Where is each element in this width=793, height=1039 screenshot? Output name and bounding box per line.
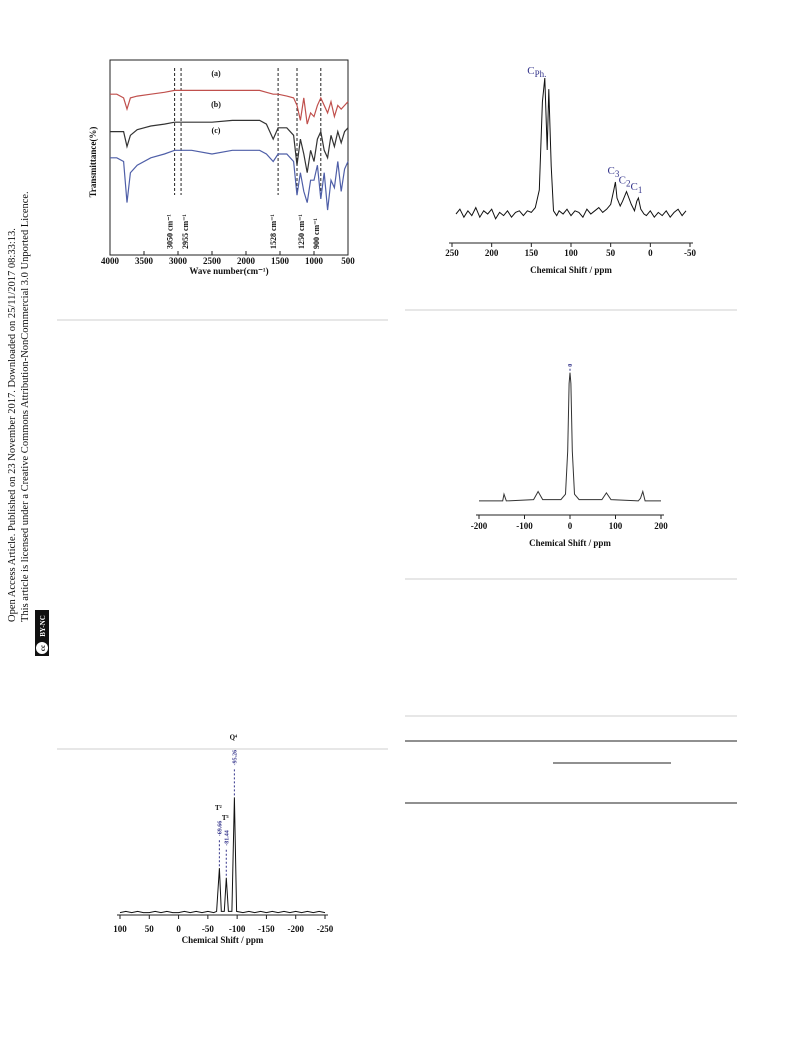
x-tick-label: 0 [176, 924, 181, 934]
series-label: (c) [212, 126, 221, 135]
peak-label: Q⁴ [230, 733, 238, 741]
peak-shift: -69.66 [217, 821, 223, 837]
x-tick-label: -200 [287, 924, 304, 934]
peak-shift: 0 [568, 364, 574, 367]
peak-label: C3 [608, 165, 620, 179]
x-tick-label: 100 [609, 521, 623, 531]
peak-label: T³ [222, 814, 229, 822]
sidebar-text: This article is licensed under a Creativ… [20, 191, 31, 622]
x-tick-label: -150 [258, 924, 275, 934]
peak-label-sub: Ph. [535, 69, 547, 79]
x-tick-label: 3000 [169, 256, 188, 266]
x-tick-label: 250 [445, 248, 459, 258]
x-tick-label: 200 [654, 521, 668, 531]
x-tick-label: -100 [516, 521, 533, 531]
peak-label-sub: 1 [638, 185, 643, 195]
x-tick-label: -200 [471, 521, 488, 531]
x-axis-label: Chemical Shift / ppm [182, 935, 264, 945]
x-tick-label: 200 [485, 248, 499, 258]
series-label: (a) [211, 69, 221, 78]
peak-label-main: C [608, 165, 615, 177]
spectrum-line [479, 372, 661, 502]
badge-text: BY-NC [39, 615, 47, 637]
peak-label-sub: 3 [615, 169, 620, 179]
peak-label: C1 [631, 181, 643, 195]
x-tick-label: -50 [684, 248, 696, 258]
annotation-label: 2955 cm⁻¹ [181, 214, 190, 249]
x-tick-label: 100 [113, 924, 127, 934]
peak-label-main: C [619, 175, 626, 187]
sidebar-line: This article is licensed under a Creativ… [20, 191, 31, 622]
x-tick-label: 100 [564, 248, 578, 258]
peak-label: C2 [619, 175, 631, 189]
x-tick-label: -100 [229, 924, 246, 934]
spectrum-line [110, 149, 349, 211]
x-tick-label: 2500 [203, 256, 222, 266]
x-tick-label: 1500 [271, 256, 290, 266]
x-tick-label: 0 [568, 521, 573, 531]
peak-label: CPh. [527, 65, 546, 79]
annotation-label: 1528 cm⁻¹ [269, 214, 278, 249]
peak-label-main: C [527, 65, 534, 77]
sidebar-line: Open Access Article. Published on 23 Nov… [7, 228, 18, 622]
x-tick-label: 2000 [237, 256, 256, 266]
x-tick-label: 0 [648, 248, 653, 258]
x-tick-label: 50 [606, 248, 616, 258]
annotation-label: 1250 cm⁻¹ [297, 214, 306, 249]
x-tick-label: 150 [525, 248, 539, 258]
x-tick-label: -50 [202, 924, 214, 934]
spectrum-line [110, 119, 349, 173]
x-tick-label: 500 [341, 256, 355, 266]
y-axis-label: Transmittance(%) [88, 127, 98, 198]
peak-label-main: C [631, 181, 638, 193]
annotation-label: 900 cm⁻¹ [312, 218, 321, 249]
cc-badge: cc BY-NC [35, 610, 49, 656]
spectrum-line [455, 77, 687, 220]
series-label: (b) [211, 100, 221, 109]
badge-cc: cc [39, 645, 47, 651]
peak-shift: -95.26 [232, 750, 238, 766]
x-tick-label: 4000 [101, 256, 120, 266]
x-tick-label: 50 [145, 924, 155, 934]
x-axis-label: Chemical Shift / ppm [529, 538, 611, 548]
sidebar-text: Open Access Article. Published on 23 Nov… [7, 228, 18, 622]
x-tick-label: 1000 [305, 256, 324, 266]
spectrum-line [110, 89, 349, 125]
peak-label-sub: 2 [626, 179, 631, 189]
peak-label: T² [215, 804, 222, 812]
x-tick-label: 3500 [135, 256, 154, 266]
spectrum-line [119, 797, 326, 914]
x-axis-label: Wave number(cm⁻¹) [189, 266, 268, 276]
annotation-label: 3050 cm⁻¹ [166, 214, 175, 249]
x-tick-label: -250 [317, 924, 334, 934]
peak-shift: -81.44 [224, 830, 230, 846]
x-axis-label: Chemical Shift / ppm [530, 265, 612, 275]
badge-circle [36, 642, 48, 654]
